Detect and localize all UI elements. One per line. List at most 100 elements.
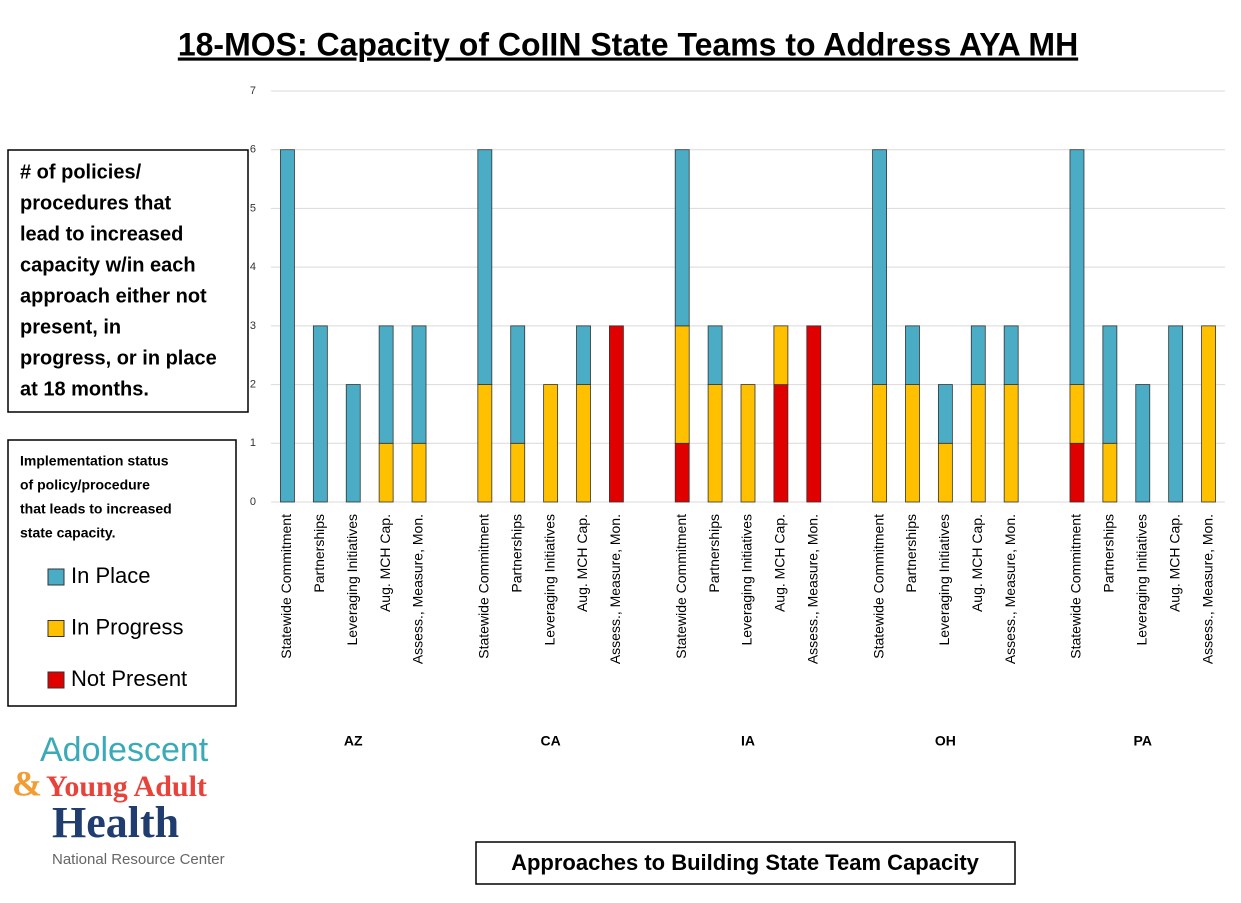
legend-swatch: [47, 671, 65, 689]
group-label: PA: [1134, 733, 1152, 749]
bar-segment: [674, 442, 690, 503]
bar-segment: [937, 384, 953, 444]
legend-title-line: Implementation status: [20, 453, 169, 469]
x-tick-label: Assess., Measure, Mon.: [804, 514, 820, 664]
bar-segment: [740, 384, 756, 503]
x-tick-label: Assess., Measure, Mon.: [607, 514, 623, 664]
legend-swatch: [47, 568, 65, 586]
x-label-box: [475, 841, 1016, 885]
y-tick-label: 4: [250, 261, 256, 273]
y-tick-label: 0: [250, 496, 256, 508]
bar-segment: [937, 442, 953, 503]
legend-title-line: of policy/procedure: [20, 477, 150, 493]
annotation-line: approach either not: [20, 285, 207, 307]
legend-label: Not Present: [71, 666, 187, 691]
y-tick-label: 2: [250, 378, 256, 390]
legend-title-line: that leads to increased: [20, 501, 172, 517]
x-tick-label: Assess., Measure, Mon.: [1002, 514, 1018, 664]
group-label: CA: [541, 733, 561, 749]
bar-segment: [806, 325, 822, 503]
annotation-line: # of policies/: [20, 161, 142, 183]
annotation-line: present, in: [20, 316, 121, 338]
x-tick-label: Aug. MCH Cap.: [574, 514, 590, 612]
bar-segment: [1168, 325, 1184, 503]
bar-segment: [1135, 384, 1151, 503]
x-axis-label: Approaches to Building State Team Capaci…: [511, 850, 980, 875]
annotation-line: lead to increased: [20, 223, 183, 245]
bar-segment: [609, 325, 624, 503]
x-tick-label: Assess., Measure, Mon.: [1199, 514, 1215, 664]
x-tick-label: Aug. MCH Cap.: [377, 514, 393, 612]
bar-segment: [707, 325, 723, 385]
bar-segment: [1069, 442, 1085, 503]
bar-segment: [280, 149, 295, 503]
legend-label: In Progress: [71, 614, 184, 639]
x-tick-label: Statewide Commitment: [870, 514, 886, 659]
bar-segment: [1201, 325, 1216, 503]
x-tick-label: Partnerships: [903, 514, 919, 593]
bar-segment: [905, 384, 920, 503]
x-tick-label: Leveraging Initiatives: [541, 514, 557, 646]
x-tick-label: Aug. MCH Cap.: [1166, 514, 1182, 612]
legend-swatch: [47, 620, 65, 637]
bar-segment: [773, 325, 789, 385]
bar-segment: [872, 384, 887, 503]
bar-segment: [477, 149, 493, 385]
annotation-line: at 18 months.: [20, 378, 149, 400]
bar-segment: [510, 442, 526, 503]
x-tick-label: Aug. MCH Cap.: [969, 514, 985, 612]
bar-segment: [970, 325, 986, 385]
bar-segment: [707, 384, 723, 503]
bar-segment: [510, 325, 526, 444]
bar-segment: [411, 325, 427, 444]
x-tick-label: Leveraging Initiatives: [344, 514, 360, 646]
group-label: IA: [741, 733, 755, 749]
bar-segment: [345, 384, 361, 503]
group-label: OH: [935, 733, 956, 749]
annotation-line: capacity w/in each: [20, 254, 196, 276]
annotation-line: procedures that: [20, 192, 171, 214]
x-tick-label: Aug. MCH Cap.: [772, 514, 788, 612]
x-tick-label: Leveraging Initiatives: [739, 514, 755, 646]
bar-segment: [1003, 384, 1019, 503]
logo-text: &: [12, 763, 42, 803]
x-tick-label: Partnerships: [311, 514, 327, 593]
x-tick-label: Statewide Commitment: [673, 514, 689, 659]
legend-label: In Place: [71, 563, 151, 588]
bar-segment: [1069, 384, 1085, 444]
chart-title: 18-MOS: Capacity of CoIIN State Teams to…: [178, 26, 1078, 62]
x-tick-label: Statewide Commitment: [1068, 514, 1084, 659]
annotation-line: progress, or in place: [20, 347, 217, 369]
x-tick-label: Partnerships: [706, 514, 722, 593]
x-tick-label: Partnerships: [1101, 514, 1117, 593]
y-tick-label: 6: [250, 144, 256, 156]
bar-segment: [378, 442, 394, 503]
bar-segment: [905, 325, 920, 385]
x-tick-label: Leveraging Initiatives: [936, 514, 952, 646]
group-label: AZ: [344, 733, 363, 749]
bar-segment: [378, 325, 394, 444]
bar-segment: [674, 149, 690, 327]
y-tick-label: 7: [250, 85, 256, 97]
x-tick-label: Assess., Measure, Mon.: [410, 514, 426, 664]
bar-segment: [1003, 325, 1019, 385]
bar-segment: [1102, 325, 1118, 444]
bar-segment: [576, 325, 591, 385]
y-tick-label: 1: [250, 437, 256, 449]
x-tick-label: Statewide Commitment: [278, 514, 294, 659]
x-tick-label: Statewide Commitment: [476, 514, 492, 659]
bar-segment: [773, 384, 789, 503]
bar-segment: [1069, 149, 1085, 385]
logo-text: Young Adult: [46, 770, 207, 803]
x-tick-label: Leveraging Initiatives: [1133, 514, 1149, 646]
bar-segment: [477, 384, 493, 503]
y-tick-label: 5: [250, 202, 256, 214]
legend-box: [7, 439, 237, 707]
bar-segment: [312, 325, 328, 503]
annotation-box: [7, 149, 249, 413]
bar-segment: [543, 384, 559, 503]
bar-segment: [1102, 442, 1118, 503]
logo-text: Health: [52, 798, 179, 847]
bar-segment: [576, 384, 591, 503]
